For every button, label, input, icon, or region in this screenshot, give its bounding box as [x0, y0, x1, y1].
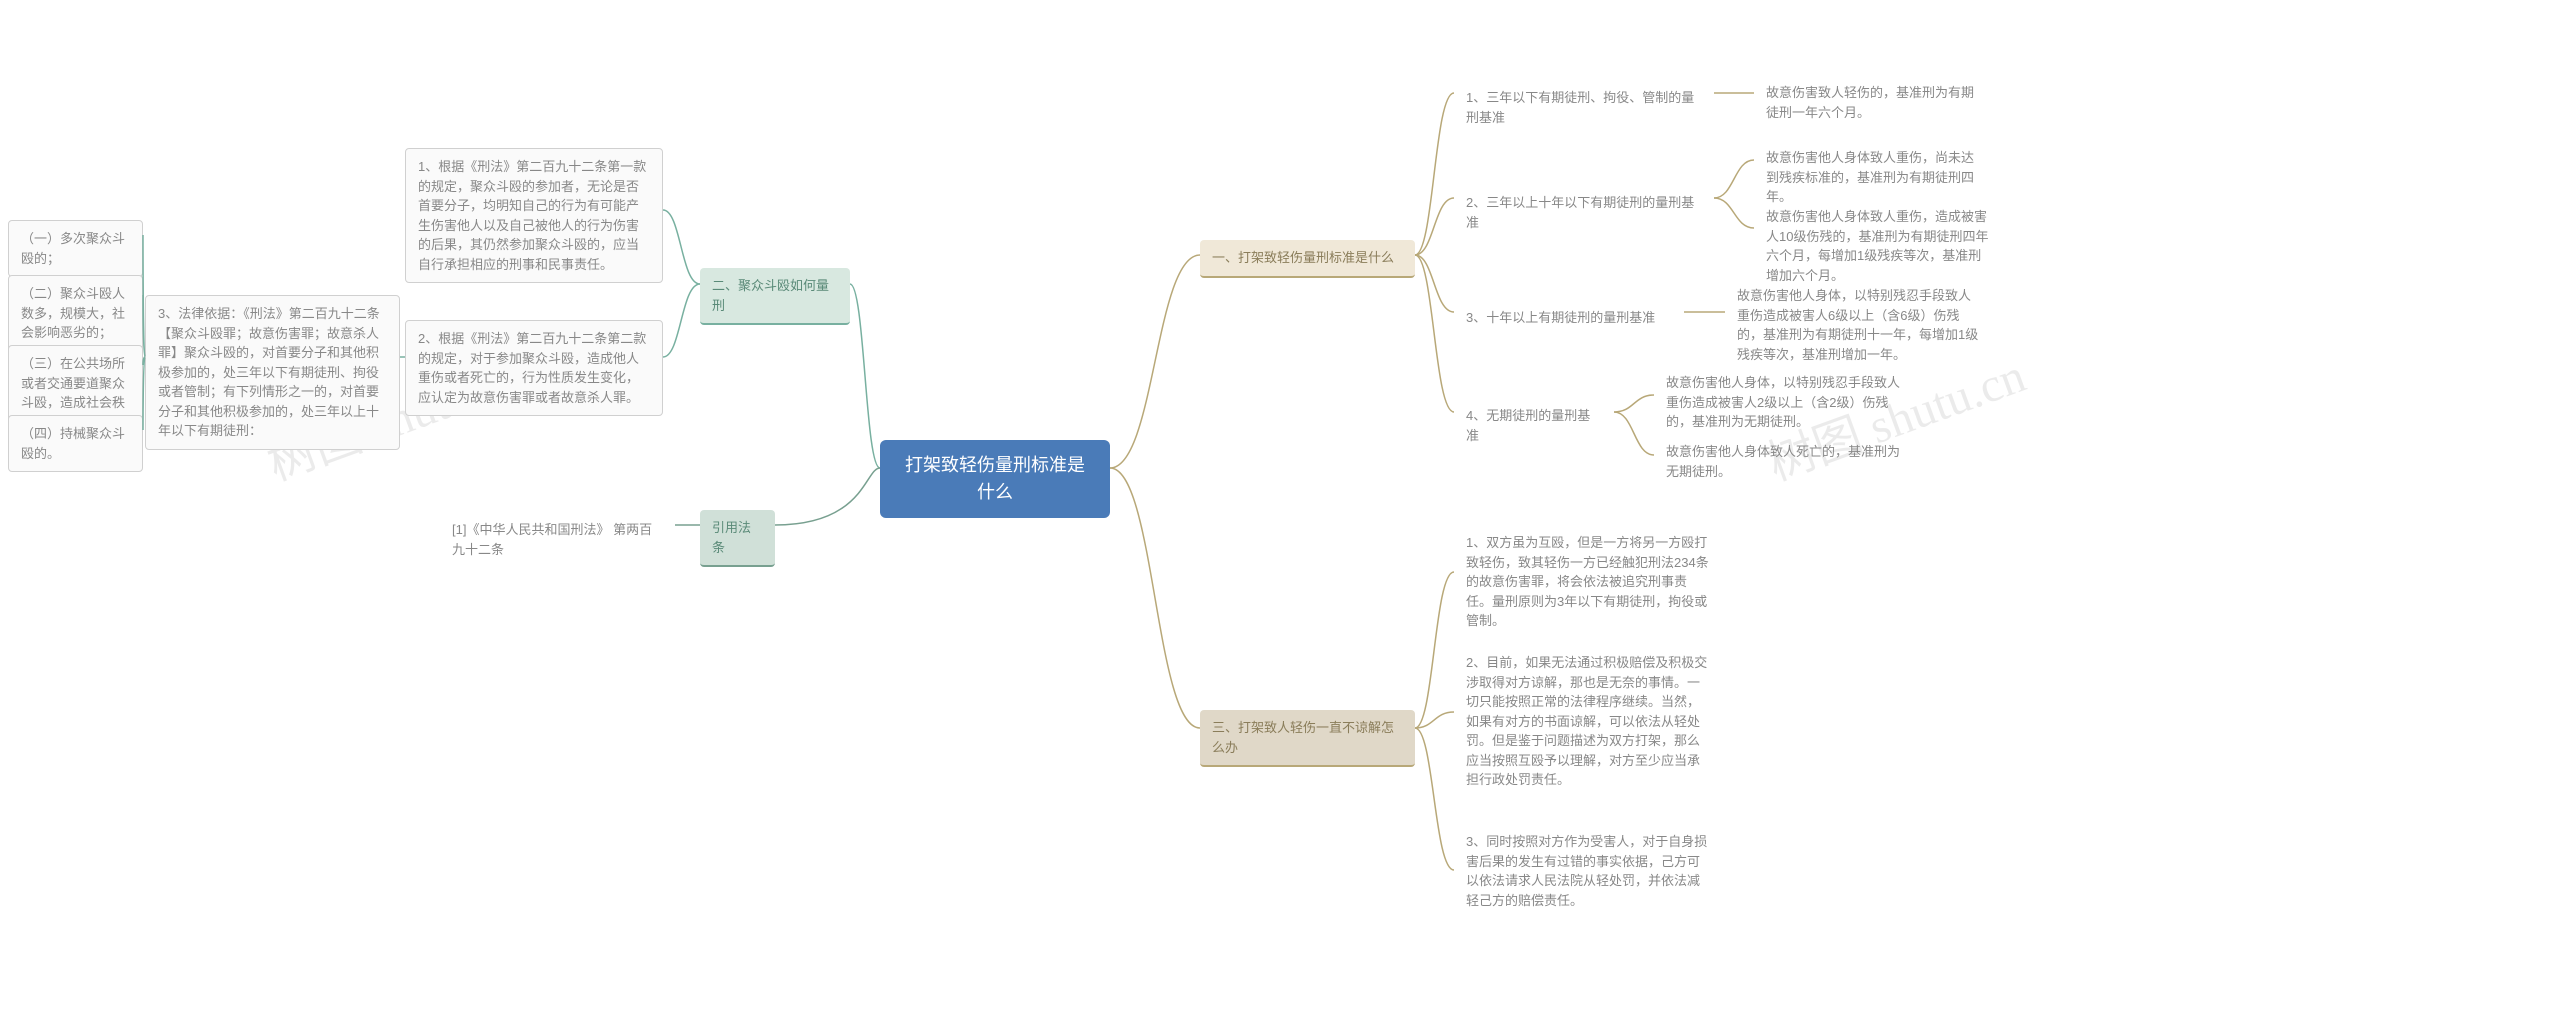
citation-detail: [1]《中华人民共和国刑法》 第两百九十二条 — [440, 512, 675, 567]
s1-item4-d2: 故意伤害他人身体致人死亡的，基准刑为无期徒刑。 — [1654, 434, 1914, 489]
s1-item4-d1: 故意伤害他人身体，以特别残忍手段致人重伤造成被害人2级以上（含2级）伤残的，基准… — [1654, 365, 1914, 440]
branch-citation: 引用法条 — [700, 510, 775, 567]
s2-item3: 3、法律依据：《刑法》第二百九十二条【聚众斗殴罪；故意伤害罪；故意杀人罪】聚众斗… — [145, 295, 400, 450]
branch-section1: 一、打架致轻伤量刑标准是什么 — [1200, 240, 1415, 278]
s3-item1: 1、双方虽为互殴，但是一方将另一方殴打致轻伤，致其轻伤一方已经触犯刑法234条的… — [1454, 525, 1724, 639]
s1-item1-detail: 故意伤害致人轻伤的，基准刑为有期徒刑一年六个月。 — [1754, 75, 1994, 130]
connector-lines — [0, 0, 2560, 1033]
s1-item1: 1、三年以下有期徒刑、拘役、管制的量刑基准 — [1454, 80, 1714, 135]
s2-item1: 1、根据《刑法》第二百九十二条第一款的规定，聚众斗殴的参加者，无论是否首要分子，… — [405, 148, 663, 283]
branch-section3: 三、打架致人轻伤一直不谅解怎么办 — [1200, 710, 1415, 767]
s2-item2: 2、根据《刑法》第二百九十二条第二款的规定，对于参加聚众斗殴，造成他人重伤或者死… — [405, 320, 663, 416]
s1-item4: 4、无期徒刑的量刑基准 — [1454, 398, 1614, 453]
s2-sub2: （二）聚众斗殴人数多，规模大，社会影响恶劣的； — [8, 275, 143, 352]
root-node: 打架致轻伤量刑标准是什么 — [880, 440, 1110, 518]
s3-item2: 2、目前，如果无法通过积极赔偿及积极交涉取得对方谅解，那也是无奈的事情。一切只能… — [1454, 645, 1724, 798]
s2-sub1: （一）多次聚众斗殴的； — [8, 220, 143, 277]
s2-sub4: （四）持械聚众斗殴的。 — [8, 415, 143, 472]
branch-section2: 二、聚众斗殴如何量刑 — [700, 268, 850, 325]
s3-item3: 3、同时按照对方作为受害人，对于自身损害后果的发生有过错的事实依据，己方可以依法… — [1454, 824, 1724, 918]
s1-item2: 2、三年以上十年以下有期徒刑的量刑基准 — [1454, 185, 1714, 240]
s1-item3: 3、十年以上有期徒刑的量刑基准 — [1454, 300, 1684, 336]
s1-item3-detail: 故意伤害他人身体，以特别残忍手段致人重伤造成被害人6级以上（含6级）伤残的，基准… — [1725, 278, 1995, 372]
